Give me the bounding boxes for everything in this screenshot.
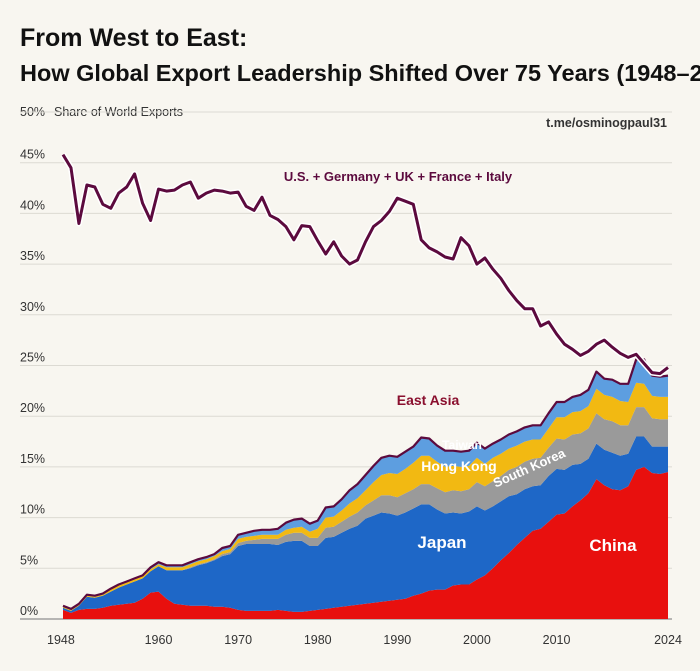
x-tick-label: 1990 (383, 633, 411, 647)
y-tick-label: 5% (20, 553, 38, 567)
x-tick-label: 1960 (145, 633, 173, 647)
line-west (61, 153, 669, 376)
line-east-asia-total (62, 358, 669, 610)
annotation-taiwan: Taiwan (442, 438, 482, 452)
x-tick-label: 1970 (224, 633, 252, 647)
x-tick-label: 2000 (463, 633, 491, 647)
area-china (63, 466, 668, 619)
area-taiwan (63, 359, 668, 610)
annotation-china: China (589, 536, 637, 555)
y-tick-label: 15% (20, 452, 45, 466)
stacked-areas (63, 359, 668, 619)
x-tick-label: 2024 (654, 633, 682, 647)
annotation-east-asia: East Asia (397, 392, 460, 408)
area-japan (63, 436, 668, 613)
annotation-west: U.S. + Germany + UK + France + Italy (284, 169, 513, 184)
y-tick-label: 35% (20, 249, 45, 263)
annotation-japan: Japan (417, 533, 466, 552)
y-tick-label: 20% (20, 401, 45, 415)
x-tick-label: 1980 (304, 633, 332, 647)
y-tick-label: 25% (20, 351, 45, 365)
x-tick-label: 1948 (47, 633, 75, 647)
chart-subtitle: How Global Export Leadership Shifted Ove… (20, 60, 700, 86)
y-tick-label: 45% (20, 148, 45, 162)
source-credit: t.me/osminogpaul31 (546, 116, 667, 130)
annotation-hong-kong: Hong Kong (421, 458, 496, 474)
y-tick-labels: 0% 5% 10% 15% 20% 25% 30% 35% 40% 45% (20, 148, 45, 618)
x-tick-labels: 1948 1960 1970 1980 1990 2000 2010 2024 (47, 633, 682, 647)
x-tick-label: 2010 (543, 633, 571, 647)
y-tick-label: 0% (20, 604, 38, 618)
area-hong-kong (63, 382, 668, 611)
area-south-korea (63, 407, 668, 611)
chart-title: From West to East: (20, 24, 247, 52)
y-tick-label: 30% (20, 300, 45, 314)
y-tick-label: 40% (20, 198, 45, 212)
series-lines (60, 153, 670, 610)
y-tick-label: 10% (20, 503, 45, 517)
